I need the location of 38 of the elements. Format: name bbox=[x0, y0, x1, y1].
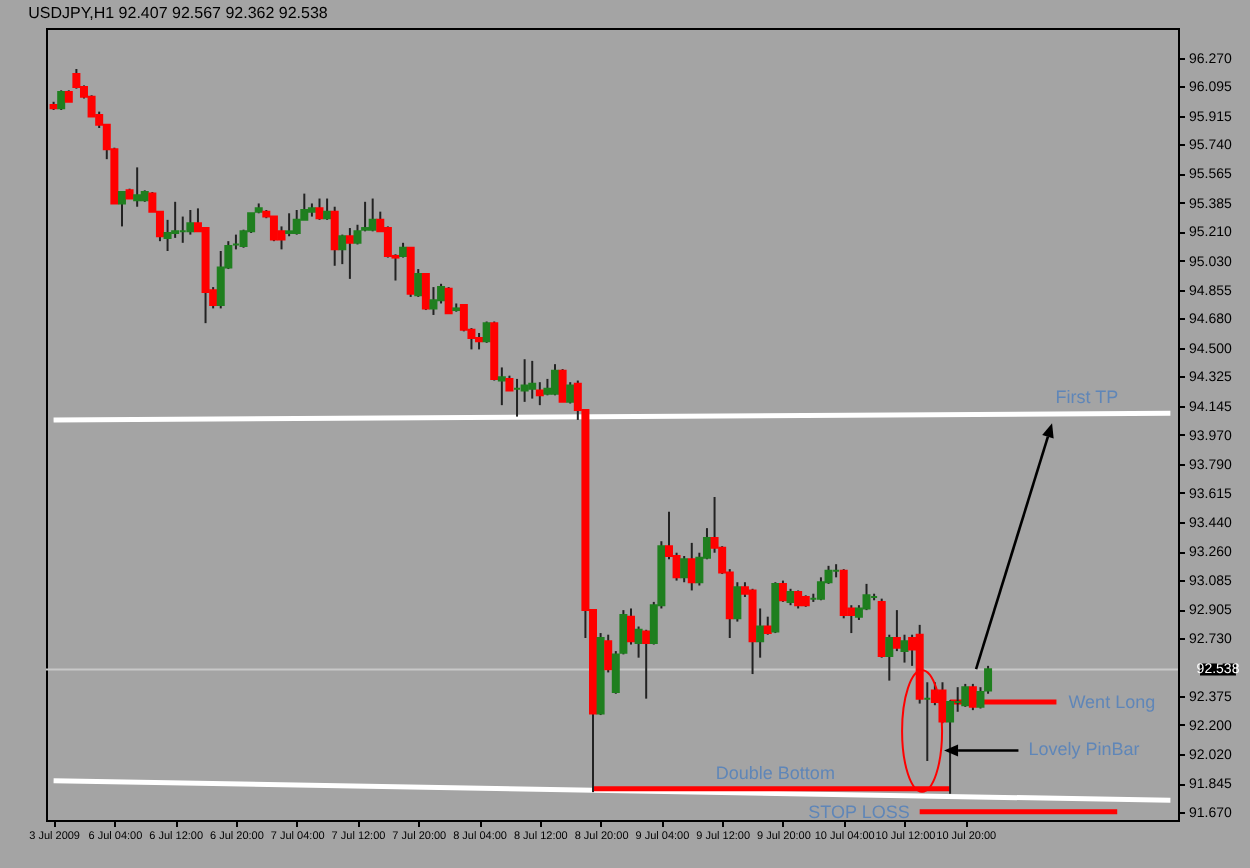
candlestick bbox=[414, 268, 423, 298]
series-label: Double Bottom bbox=[715, 762, 835, 783]
series-label: STOP LOSS bbox=[808, 801, 910, 822]
candlestick bbox=[771, 581, 780, 635]
candlestick bbox=[57, 89, 66, 111]
series-label: Went Long bbox=[1068, 691, 1156, 712]
series-label: First TP bbox=[1055, 387, 1119, 408]
candlestick bbox=[680, 555, 689, 584]
candlestick bbox=[292, 209, 301, 236]
candlestick bbox=[756, 607, 765, 659]
candlestick bbox=[961, 682, 970, 708]
candlestick bbox=[330, 205, 339, 267]
candlestick bbox=[968, 682, 977, 712]
candlestick bbox=[117, 190, 126, 228]
candlestick bbox=[558, 368, 567, 403]
candlestick bbox=[323, 197, 332, 221]
candlestick bbox=[345, 227, 354, 280]
candlestick bbox=[778, 579, 787, 603]
annotation: Lovely PinBar bbox=[1028, 739, 1140, 760]
candlestick bbox=[528, 359, 537, 400]
candlestick bbox=[133, 166, 142, 208]
candlestick bbox=[285, 212, 294, 238]
candlestick bbox=[733, 581, 742, 623]
candlestick bbox=[794, 589, 803, 610]
candlestick bbox=[429, 286, 438, 316]
candlestick bbox=[551, 363, 560, 397]
chart-title: USDJPY,H1 92.407 92.567 92.362 92.538 bbox=[28, 4, 329, 22]
candlestick bbox=[862, 582, 871, 612]
candlestick bbox=[186, 209, 195, 236]
candlestick bbox=[566, 381, 575, 405]
candlestick bbox=[421, 272, 430, 312]
candlestick bbox=[269, 215, 278, 243]
candlestick bbox=[642, 628, 651, 700]
candlestick bbox=[368, 197, 377, 233]
candlestick bbox=[406, 246, 415, 298]
candlestick bbox=[497, 366, 506, 407]
candlestick bbox=[315, 197, 324, 221]
candlestick bbox=[444, 286, 453, 315]
